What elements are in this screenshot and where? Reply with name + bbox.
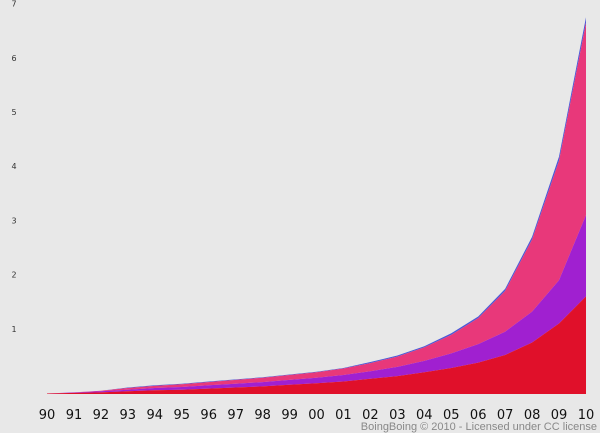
x-tick-label: 03 [389, 408, 406, 423]
y-axis-ticks: 1 2 3 4 5 6 7 [11, 0, 16, 334]
x-tick-label: 96 [200, 408, 217, 423]
x-tick-label: 98 [254, 408, 271, 423]
x-tick-label: 95 [174, 408, 191, 423]
area-series-group [47, 17, 586, 394]
y-tick-label: 1 [11, 325, 16, 334]
x-tick-label: 94 [147, 408, 164, 423]
x-tick-label: 07 [497, 408, 514, 423]
x-tick-label: 93 [120, 408, 137, 423]
x-tick-label: 00 [308, 408, 325, 423]
x-tick-label: 92 [93, 408, 110, 423]
y-tick-label: 4 [11, 162, 16, 171]
x-tick-label: 05 [443, 408, 460, 423]
y-tick-label: 3 [11, 216, 16, 225]
area-series-1 [47, 296, 586, 394]
x-tick-label: 09 [551, 408, 568, 423]
x-tick-label: 10 [578, 408, 595, 423]
x-tick-label: 06 [470, 408, 487, 423]
x-tick-label: 99 [281, 408, 298, 423]
x-tick-label: 08 [524, 408, 541, 423]
y-tick-label: 6 [11, 54, 16, 63]
x-tick-label: 01 [335, 408, 352, 423]
x-tick-label: 02 [362, 408, 379, 423]
x-tick-label: 90 [39, 408, 56, 423]
x-tick-label: 91 [66, 408, 83, 423]
y-tick-label: 2 [11, 271, 16, 280]
x-axis-ticks: 90 91 92 93 94 95 96 97 98 99 00 01 02 03 04 05 06 07 08 09… [39, 408, 595, 423]
x-tick-label: 97 [227, 408, 244, 423]
credit-text: BoingBoing © 2010 - Licensed under CC li… [361, 421, 597, 433]
y-tick-label: 7 [11, 0, 16, 9]
y-tick-label: 5 [11, 108, 16, 117]
x-tick-label: 04 [416, 408, 433, 423]
